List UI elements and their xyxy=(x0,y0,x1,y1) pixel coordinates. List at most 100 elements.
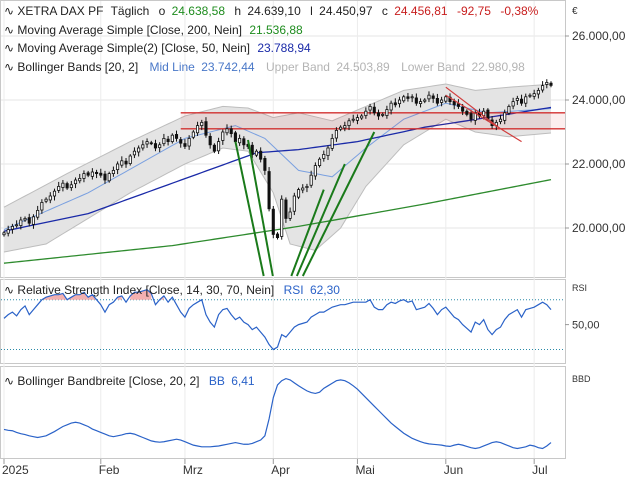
rsi-axis-label: RSI xyxy=(572,283,587,293)
candle-down xyxy=(204,121,208,136)
candle-up xyxy=(82,173,86,179)
rsi-series xyxy=(1,289,569,351)
trend-lines xyxy=(234,86,522,277)
candle-down xyxy=(95,171,99,175)
month-tick-label: Jun xyxy=(444,463,463,477)
bb-lower-value: 22.980,98 xyxy=(471,60,525,74)
candle-down xyxy=(179,139,183,144)
bbw-panel-frame xyxy=(0,366,566,459)
rsi-line xyxy=(3,289,552,351)
candle-down xyxy=(435,98,439,104)
candle-up xyxy=(145,141,149,145)
svg-text:∿ Bollinger Bandbreite [Cl: ∿ Bollinger Bandbreite [Close, 20, 2] BB… xyxy=(4,374,255,388)
candle-down xyxy=(166,138,170,142)
interval-label: Täglich xyxy=(111,4,150,18)
price-tick-label: 24.000,00 xyxy=(572,93,626,107)
candle-down xyxy=(376,112,381,117)
legend-header: € ∿ XETRA DAX PF Täglich o 24.638,58 h 2… xyxy=(4,4,578,74)
candle-up xyxy=(23,217,27,221)
bb-label: Bollinger Bands [20, 2] xyxy=(17,60,138,74)
candle-up xyxy=(170,134,174,142)
candle-up xyxy=(330,137,334,149)
candle-up xyxy=(292,195,296,212)
candle-down xyxy=(284,199,288,219)
candle-up xyxy=(36,209,40,218)
rsi-value: 62,30 xyxy=(310,283,340,297)
bb-mid-label: Mid Line xyxy=(150,60,196,74)
candle-up xyxy=(128,155,132,165)
expand-icon: ∿ xyxy=(4,4,14,18)
close-value: 24.456,81 xyxy=(394,4,448,18)
candle-down xyxy=(124,160,128,165)
candle-down xyxy=(465,110,469,115)
candle-up xyxy=(368,106,372,111)
candle-up xyxy=(217,141,221,152)
candle-up xyxy=(498,118,503,123)
month-tick-label: Feb xyxy=(99,463,120,477)
candle-up xyxy=(61,182,65,188)
candle-up xyxy=(389,102,393,111)
month-tick-label: Mai xyxy=(355,463,374,477)
candle-down xyxy=(99,172,103,176)
candle-up xyxy=(200,122,204,127)
candle-down xyxy=(174,134,179,139)
candle-up xyxy=(52,190,57,197)
currency-symbol: € xyxy=(572,6,578,17)
candle-up xyxy=(107,173,111,182)
candle-up xyxy=(326,147,330,156)
price-tick-label: 22.000,00 xyxy=(572,157,626,171)
candle-up xyxy=(515,98,519,101)
candle-down xyxy=(65,183,69,189)
candle-down xyxy=(233,132,237,143)
change-value: -92,75 xyxy=(457,4,491,18)
candle-down xyxy=(229,128,233,135)
candle-down xyxy=(414,97,418,104)
ma50-label: Moving Average Simple(2) [Close, 50, Nei… xyxy=(17,41,250,55)
candle-up xyxy=(280,198,284,237)
indicator-icon: ∿ xyxy=(4,60,14,74)
bbw-axis-label: BBD xyxy=(572,374,591,384)
candle-up xyxy=(10,225,14,230)
candle-up xyxy=(15,224,19,227)
ma200-value: 21.536,88 xyxy=(249,23,303,37)
candle-up xyxy=(507,106,511,114)
candle-up xyxy=(296,189,301,198)
bb-lower-label: Lower Band xyxy=(401,60,465,74)
candle-up xyxy=(191,131,195,138)
bbw-series xyxy=(3,377,552,450)
candle-up xyxy=(444,96,448,102)
ma200-label: Moving Average Simple [Close, 200, Nein] xyxy=(17,23,242,37)
axes: 26.000,00 24.000,00 22.000,00 20.000,00 2025… xyxy=(2,29,626,477)
candle-up xyxy=(541,85,545,91)
price-tick-label: 20.000,00 xyxy=(572,221,626,235)
candle-up xyxy=(309,174,313,186)
red-trend-line xyxy=(445,94,522,143)
candle-up xyxy=(111,169,115,174)
svg-text:∿ Relative Strength Index: ∿ Relative Strength Index [Close, 14, 30… xyxy=(4,283,340,297)
resistance-zone xyxy=(180,112,565,130)
candle-up xyxy=(225,128,229,134)
candle-down xyxy=(406,96,410,99)
green-trend-line xyxy=(301,131,376,277)
candle-up xyxy=(48,195,52,201)
candle-down xyxy=(103,173,107,181)
candle-up xyxy=(410,96,414,99)
candle-up xyxy=(503,112,507,121)
change-pct: -0,38% xyxy=(500,4,538,18)
candle-down xyxy=(263,158,267,171)
open-label: o xyxy=(159,4,166,18)
candle-down xyxy=(153,143,158,149)
high-value: 24.639,10 xyxy=(247,4,301,18)
candle-up xyxy=(288,211,292,219)
month-tick-label: Jul xyxy=(532,463,547,477)
candle-up xyxy=(90,171,94,177)
month-tick-label: Mrz xyxy=(183,463,203,477)
bbw-line xyxy=(3,377,552,450)
candle-down xyxy=(212,144,216,152)
candle-up xyxy=(536,90,540,95)
low-label: l xyxy=(310,4,313,18)
price-tick-label: 26.000,00 xyxy=(572,29,626,43)
candle-up xyxy=(116,163,120,171)
candle-up xyxy=(532,93,536,97)
